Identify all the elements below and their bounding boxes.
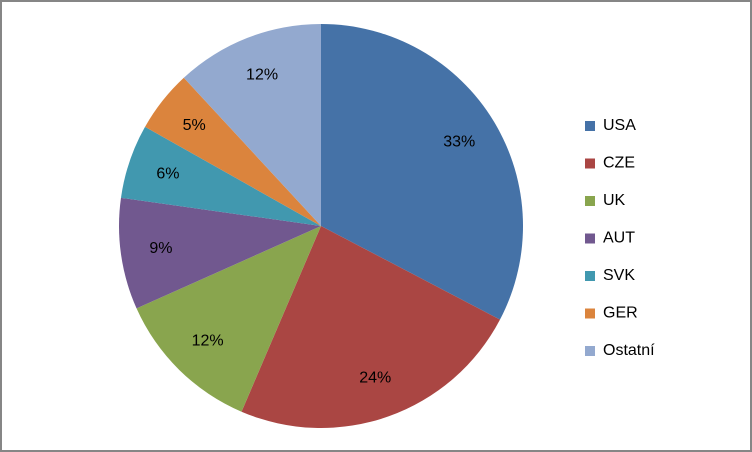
legend-swatch [585, 158, 595, 169]
data-label: 12% [246, 67, 278, 84]
pie-slice [136, 226, 321, 412]
data-label: 6% [156, 165, 179, 182]
pie-slice [183, 24, 321, 226]
legend-label: SVK [603, 267, 635, 284]
data-label: 5% [183, 117, 206, 134]
pie-slice [241, 226, 500, 429]
data-label: 12% [192, 332, 224, 349]
pie-slice [321, 24, 523, 320]
legend-swatch [585, 196, 595, 206]
legend-label: CZE [603, 155, 635, 172]
pie-slice [145, 77, 321, 226]
pie-slice [120, 126, 321, 226]
legend-swatch [585, 233, 595, 244]
data-label: 33% [443, 134, 475, 151]
legend-label: Ostatní [603, 342, 655, 359]
legend-label: UK [603, 192, 626, 209]
legend-label: USA [603, 117, 636, 134]
legend-label: GER [603, 305, 638, 322]
legend-swatch [585, 308, 595, 319]
legend-swatch [585, 271, 595, 281]
data-label: 9% [149, 240, 172, 257]
data-label: 24% [359, 369, 391, 386]
legend-label: AUT [603, 230, 635, 247]
legend-swatch [585, 121, 595, 131]
pie-slice [119, 197, 321, 309]
legend-swatch [585, 346, 595, 356]
